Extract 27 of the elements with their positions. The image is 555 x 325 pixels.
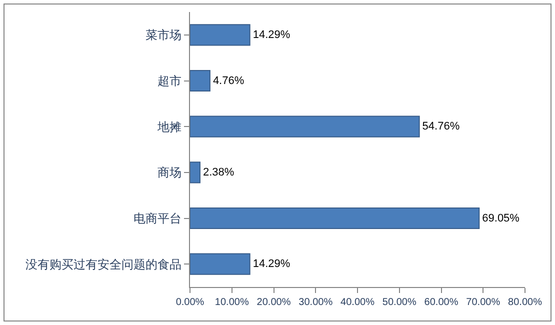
bar xyxy=(190,70,210,92)
y-tick-label: 电商平台 xyxy=(134,211,182,226)
bar xyxy=(190,162,200,184)
x-tick-label: 60.00% xyxy=(424,297,458,308)
x-tick-label: 70.00% xyxy=(466,297,500,308)
y-tick-label: 没有购买过有安全问题的食品 xyxy=(26,257,182,272)
data-label: 54.76% xyxy=(422,120,460,133)
data-label: 14.29% xyxy=(252,258,290,270)
y-tick-label: 地摊 xyxy=(156,120,182,134)
bar xyxy=(190,116,420,138)
data-label: 4.76% xyxy=(212,74,244,87)
y-tick-label: 菜市场 xyxy=(146,28,182,42)
x-tick-label: 80.00% xyxy=(508,297,542,308)
x-tick-label: 10.00% xyxy=(214,297,249,308)
x-tick-label: 40.00% xyxy=(340,297,375,308)
x-tick-label: 20.00% xyxy=(256,297,291,308)
bar xyxy=(190,24,250,46)
bar xyxy=(190,253,250,275)
x-tick-label: 30.00% xyxy=(298,297,333,308)
data-label: 69.05% xyxy=(482,212,520,224)
y-tick-label: 超市 xyxy=(158,74,182,88)
x-tick-label: 50.00% xyxy=(382,297,416,308)
data-label: 14.29% xyxy=(252,28,290,41)
x-tick-label: 0.00% xyxy=(176,297,204,308)
bar xyxy=(190,207,480,230)
y-tick-label: 商场 xyxy=(158,166,182,180)
data-label: 2.38% xyxy=(202,166,234,178)
